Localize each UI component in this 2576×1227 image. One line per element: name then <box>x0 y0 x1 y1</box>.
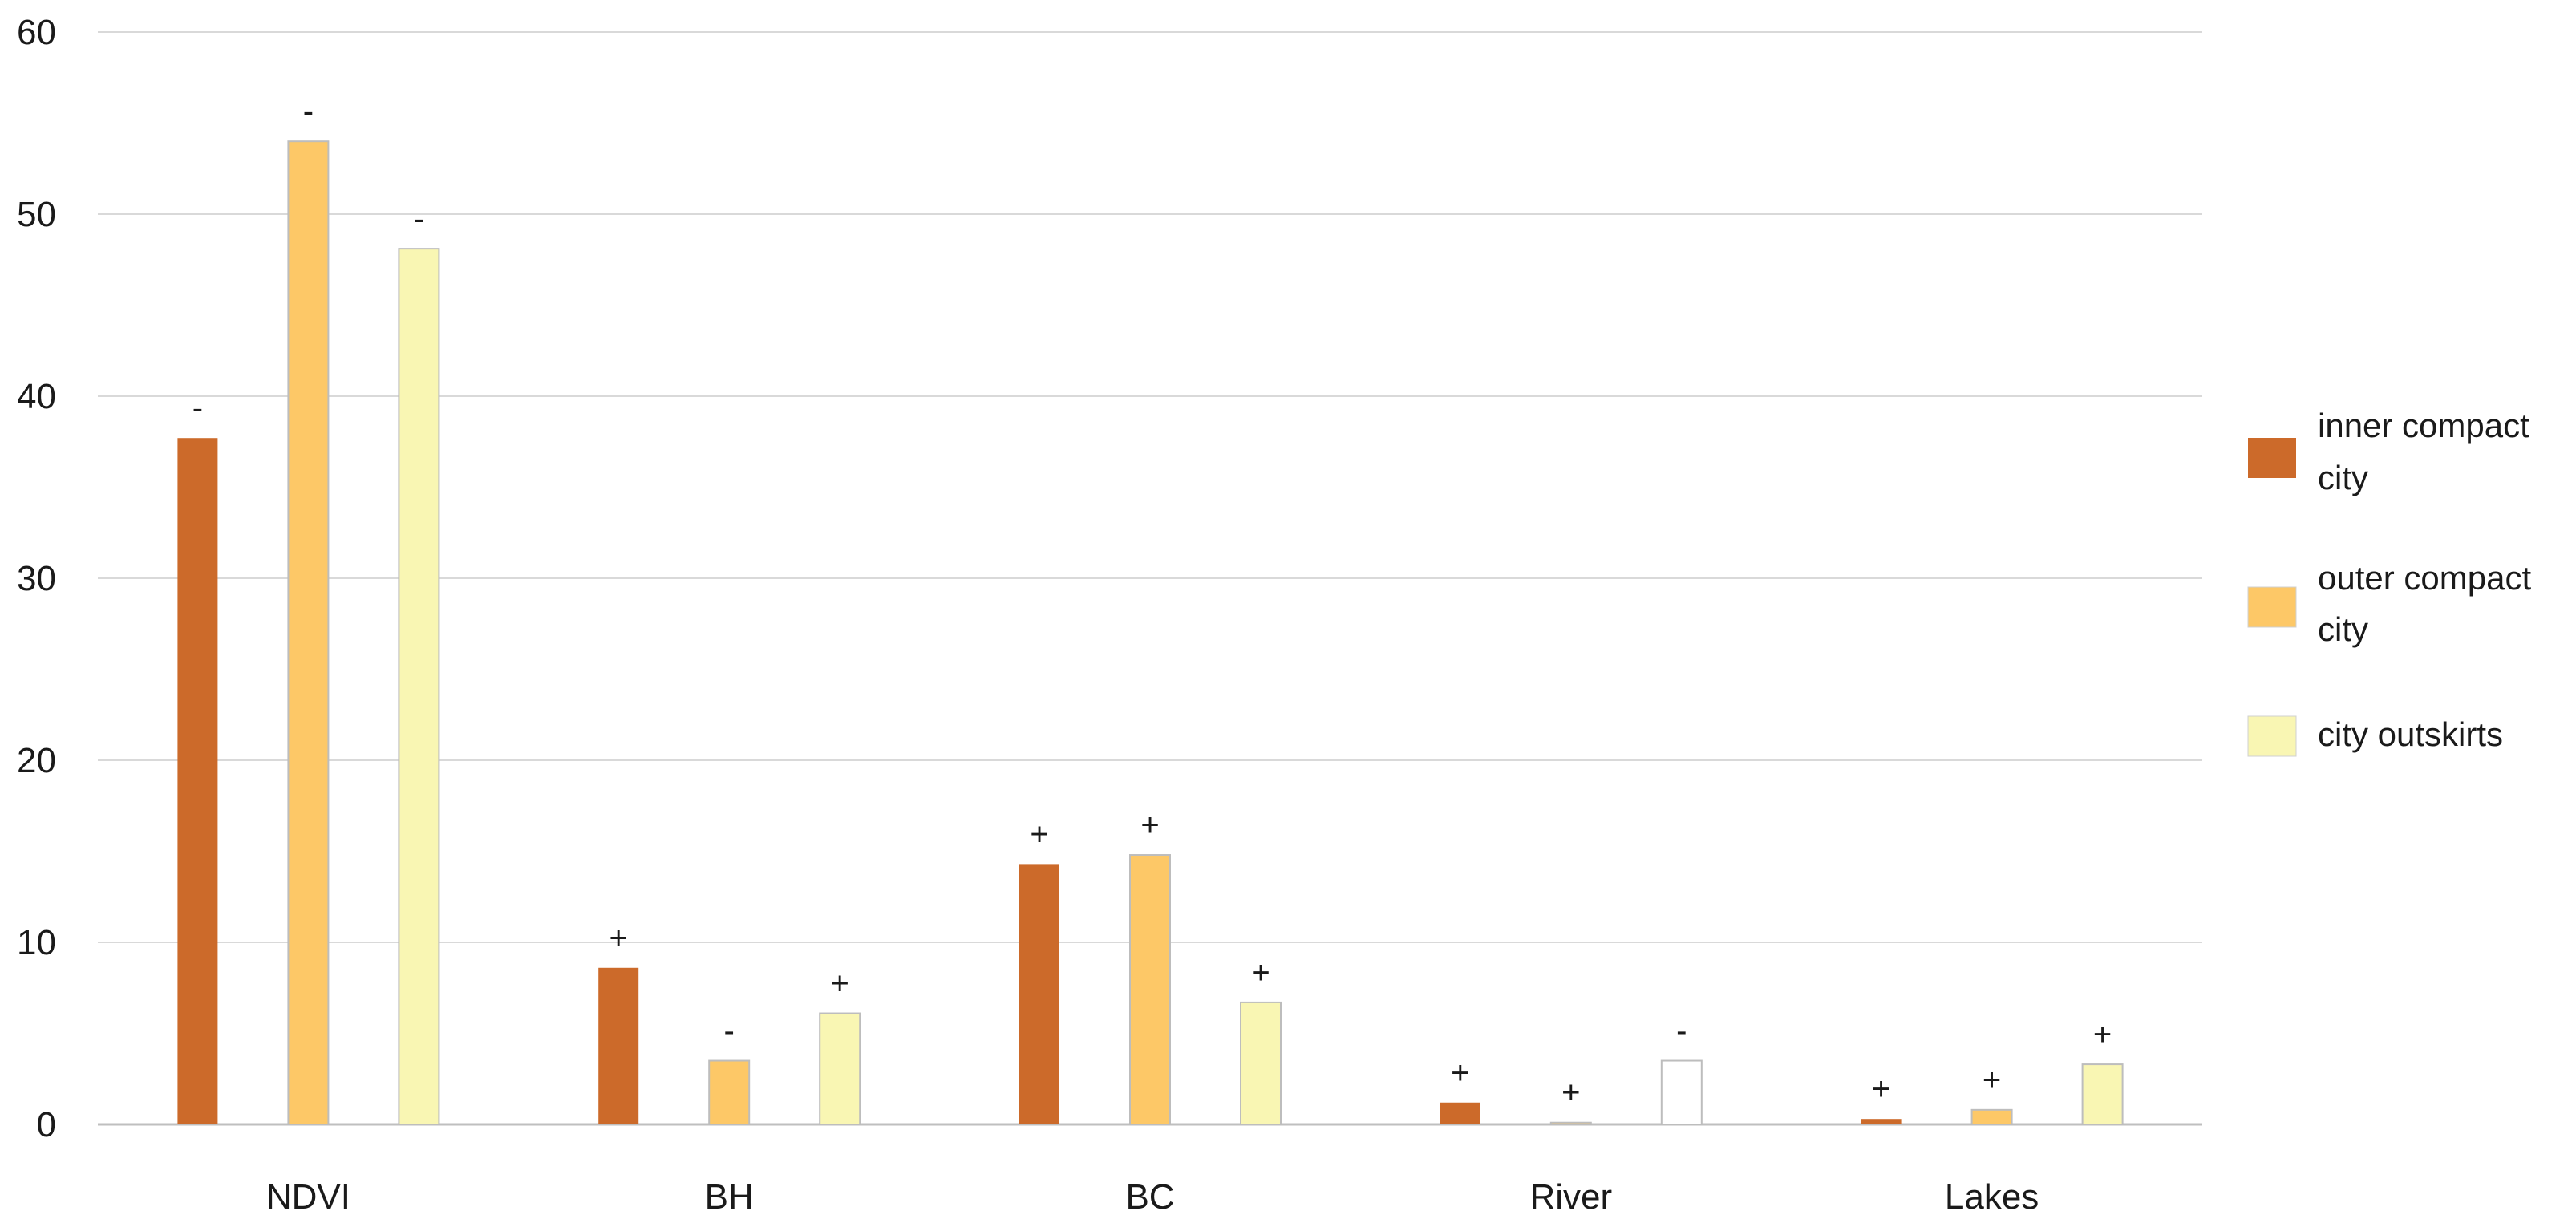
y-tick-label: 50 <box>17 195 56 234</box>
x-category-label: BC <box>1125 1177 1174 1217</box>
bar-sign-label: - <box>414 201 424 237</box>
y-tick-label: 30 <box>17 559 56 598</box>
legend-label: city outskirts <box>2318 715 2503 753</box>
bar-river-city-outskirts <box>1660 1059 1703 1126</box>
bar-bh-city-outskirts <box>819 1012 861 1126</box>
y-tick-label: 10 <box>17 923 56 962</box>
bar-bc-city-outskirts <box>1240 1001 1282 1126</box>
legend-label: inner compact city <box>2318 407 2529 496</box>
bar-sign-label: + <box>1561 1075 1580 1111</box>
bar-sign-label: + <box>1140 808 1159 843</box>
legend-swatch <box>2248 438 2296 478</box>
y-tick-label: 40 <box>17 377 56 416</box>
bar-sign-label: + <box>1872 1071 1890 1107</box>
bar-sign-label: - <box>1676 1014 1687 1049</box>
y-tick-label: 0 <box>37 1105 56 1144</box>
bar-ndvi-outer-compact-city <box>287 140 330 1126</box>
bar-river-outer-compact-city <box>1549 1121 1592 1125</box>
bar-lakes-inner-compact-city <box>1861 1119 1902 1124</box>
x-category-label: BH <box>705 1177 754 1217</box>
bar-ndvi-inner-compact-city <box>177 438 218 1124</box>
bar-sign-label: - <box>724 1014 735 1049</box>
bar-ndvi-city-outskirts <box>398 248 440 1125</box>
bar-sign-label: + <box>1451 1055 1469 1091</box>
x-category-label: River <box>1529 1177 1612 1217</box>
x-axis-categories: NDVI BH BC River Lakes <box>266 1177 2039 1217</box>
bars <box>177 140 2124 1126</box>
legend: inner compact city outer compact city city o… <box>2247 407 2531 757</box>
y-tick-label: 20 <box>17 741 56 780</box>
legend-swatch <box>2247 586 2297 628</box>
bar-bh-inner-compact-city <box>598 967 639 1124</box>
y-axis-ticks: 0 10 20 30 40 50 60 <box>17 13 56 1144</box>
x-category-label: NDVI <box>266 1177 350 1217</box>
bar-sign-label: + <box>610 921 628 956</box>
legend-label: outer compact city <box>2318 559 2531 648</box>
bar-sign-label: + <box>1251 955 1270 990</box>
bar-sign-label: + <box>1030 816 1048 852</box>
gridlines <box>98 31 2202 1126</box>
x-category-label: Lakes <box>1945 1177 2039 1217</box>
bar-lakes-outer-compact-city <box>1970 1108 2013 1125</box>
bar-bh-outer-compact-city <box>708 1059 751 1126</box>
bar-sign-label: + <box>2093 1017 2112 1052</box>
sign-labels: - - - + - + + + + + + - + + + <box>192 94 2112 1111</box>
bar-lakes-city-outskirts <box>2081 1063 2124 1125</box>
legend-swatch <box>2247 715 2297 757</box>
bar-sign-label: - <box>192 391 203 426</box>
bar-bc-inner-compact-city <box>1019 864 1059 1124</box>
y-tick-label: 60 <box>17 13 56 52</box>
bar-sign-label: + <box>1983 1063 2001 1098</box>
bar-river-inner-compact-city <box>1440 1102 1480 1124</box>
bar-sign-label: + <box>831 966 849 1002</box>
bar-bc-outer-compact-city <box>1129 854 1171 1126</box>
bar-sign-label: - <box>303 94 314 129</box>
